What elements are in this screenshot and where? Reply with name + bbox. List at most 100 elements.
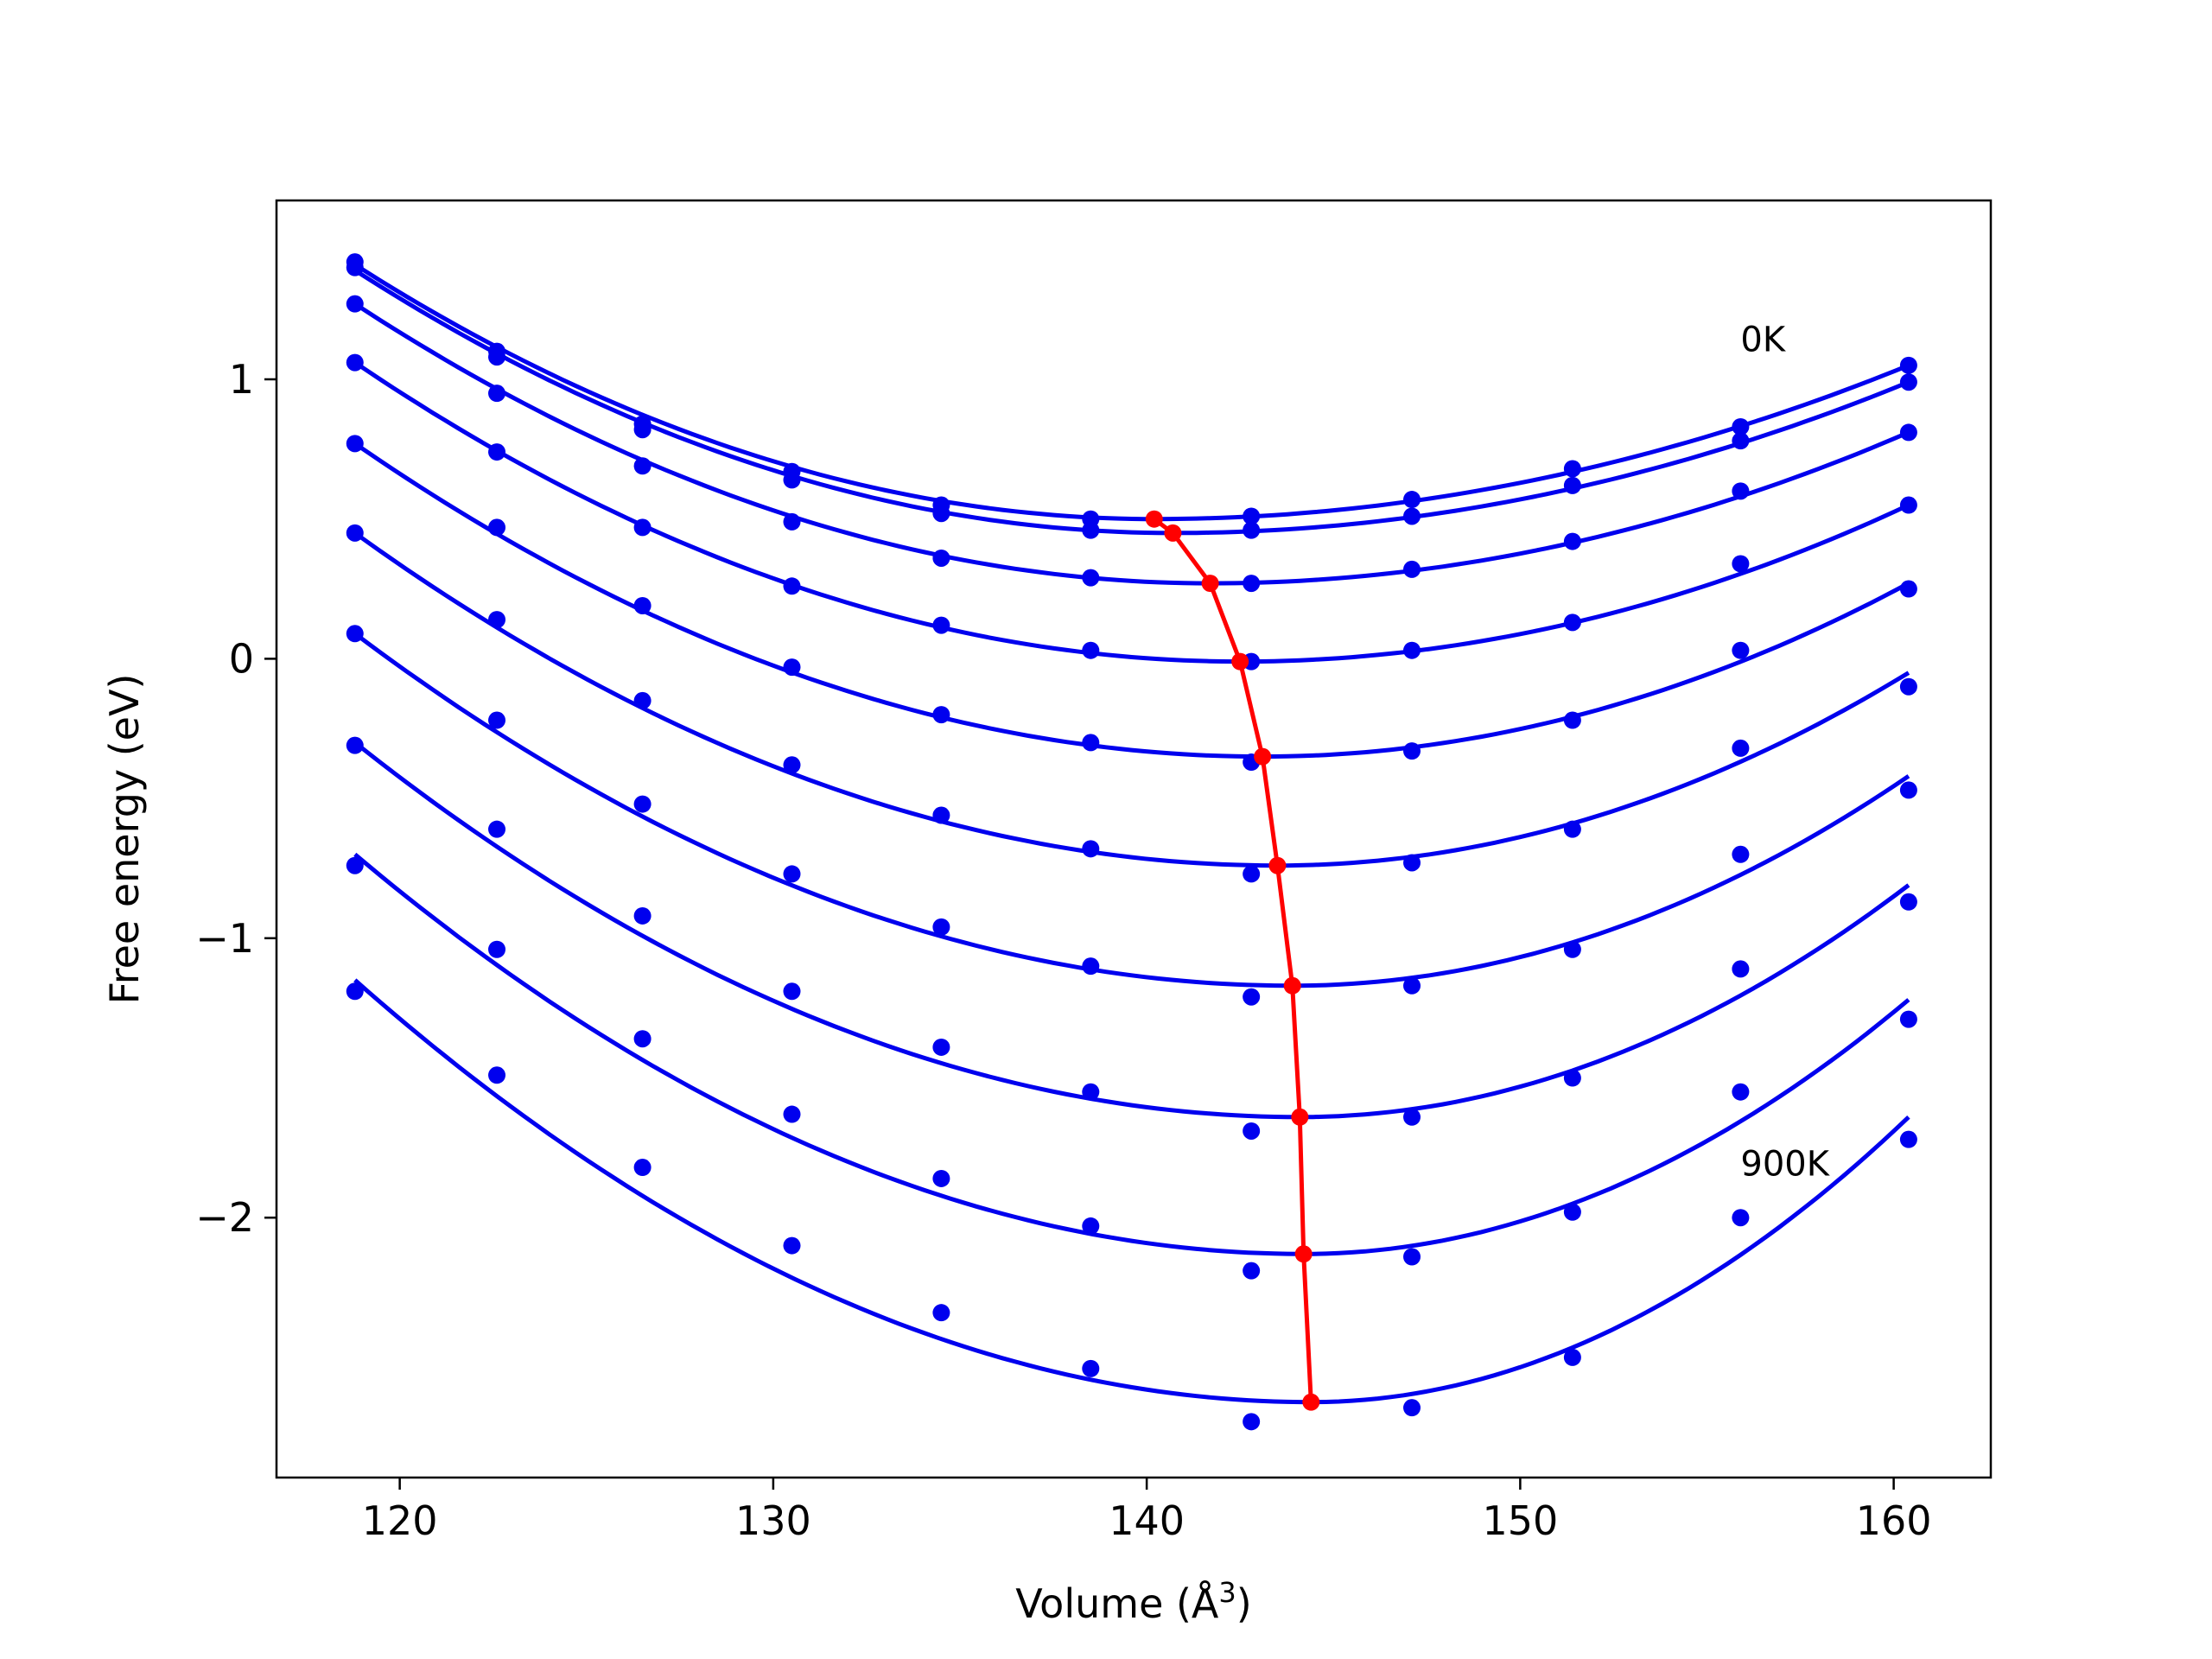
data-point-s3-p4: [932, 616, 950, 634]
y-tick-label-0: 0: [229, 635, 254, 682]
x-axis-label: Volume (Å3): [1015, 1576, 1251, 1627]
x-tick-label-140: 140: [1109, 1497, 1185, 1544]
data-point-s7-p8: [1563, 1069, 1581, 1087]
data-point-s2-p4: [932, 549, 950, 567]
minima-point-8: [1294, 1245, 1313, 1263]
data-point-s5-p10: [1899, 677, 1917, 696]
data-point-s8-p1: [488, 940, 506, 958]
data-point-s2-p3: [783, 512, 801, 531]
data-point-s8-p3: [783, 1105, 801, 1123]
data-point-s9-p6: [1243, 1413, 1261, 1431]
fit-curve-9: [353, 978, 1910, 1405]
data-point-s4-p0: [346, 435, 364, 453]
minima-point-9: [1302, 1393, 1320, 1411]
data-point-s4-p1: [488, 518, 506, 537]
x-tick-label-120: 120: [362, 1497, 438, 1544]
data-point-s9-p2: [633, 1159, 652, 1177]
data-point-s9-p5: [1082, 1359, 1100, 1377]
data-point-s0-p9: [1732, 417, 1750, 435]
data-point-s1-p1: [488, 348, 506, 366]
x-axis-label-superscript: 3: [1218, 1576, 1236, 1609]
data-point-s1-p2: [633, 421, 652, 439]
data-point-s3-p5: [1082, 641, 1100, 659]
data-point-s3-p0: [346, 353, 364, 372]
data-point-s2-p2: [633, 457, 652, 475]
data-point-s7-p10: [1899, 893, 1917, 911]
plot-frame: [275, 199, 1993, 1479]
y-axis-ticks: −2 −1 0 1: [195, 356, 276, 1241]
y-axis-label: Free energy (eV): [101, 674, 148, 1005]
data-point-s9-p8: [1563, 1348, 1581, 1366]
data-point-s2-p1: [488, 385, 506, 403]
data-point-s2-p0: [346, 295, 364, 313]
fit-curve-3: [353, 360, 1910, 664]
data-point-s6-p8: [1563, 940, 1581, 958]
data-point-s4-p8: [1563, 711, 1581, 729]
x-axis-label-close: ): [1236, 1580, 1252, 1627]
data-point-s2-p9: [1732, 482, 1750, 500]
data-point-s7-p7: [1403, 1108, 1421, 1126]
data-point-s6-p4: [932, 918, 950, 936]
data-point-s0-p8: [1563, 460, 1581, 478]
minima-point-7: [1291, 1108, 1309, 1126]
data-point-s4-p4: [932, 706, 950, 724]
data-point-s6-p2: [633, 795, 652, 813]
data-point-s7-p1: [488, 820, 506, 838]
x-tick-label-150: 150: [1482, 1497, 1558, 1544]
minima-line: [1153, 517, 1313, 1402]
data-point-s6-p10: [1899, 781, 1917, 799]
data-point-s7-p0: [346, 736, 364, 754]
data-point-s0-p10: [1899, 356, 1917, 374]
fit-curve-0: [353, 263, 1910, 522]
data-point-s0-p6: [1243, 507, 1261, 525]
data-point-s8-p5: [1082, 1217, 1100, 1235]
data-point-s6-p6: [1243, 988, 1261, 1006]
data-point-s6-p5: [1082, 957, 1100, 976]
x-tick-label-160: 160: [1856, 1497, 1932, 1544]
data-point-s2-p8: [1563, 532, 1581, 550]
data-point-s8-p10: [1899, 1010, 1917, 1028]
fit-curve-2: [353, 302, 1910, 586]
data-point-s9-p10: [1899, 1130, 1917, 1148]
data-point-s3-p8: [1563, 613, 1581, 632]
data-point-s3-p2: [633, 518, 652, 537]
data-point-s5-p1: [488, 611, 506, 629]
data-point-s6-p1: [488, 711, 506, 729]
annotation-0k: 0K: [1740, 321, 1786, 360]
x-tick-label-130: 130: [735, 1497, 811, 1544]
data-point-s1-p9: [1732, 432, 1750, 450]
minima-point-1: [1164, 524, 1182, 542]
y-tick-label-1: 1: [229, 356, 254, 403]
fit-curve-5: [353, 531, 1910, 868]
x-axis-ticks: 120 130 140 150 160: [362, 1478, 1932, 1544]
data-point-s7-p4: [932, 1038, 950, 1056]
data-point-s1-p10: [1899, 373, 1917, 391]
data-point-s4-p3: [783, 658, 801, 677]
fit-curve-6: [353, 632, 1910, 988]
data-point-s6-p7: [1403, 976, 1421, 995]
data-point-s9-p4: [932, 1304, 950, 1322]
data-point-s8-p0: [346, 856, 364, 874]
data-point-s9-p0: [346, 982, 364, 1001]
minima-point-2: [1201, 575, 1219, 593]
data-point-s9-p9: [1732, 1209, 1750, 1227]
data-point-s9-p7: [1403, 1399, 1421, 1417]
data-point-s1-p6: [1243, 521, 1261, 539]
data-point-s8-p9: [1732, 1083, 1750, 1101]
data-point-s1-p0: [346, 258, 364, 276]
data-point-s5-p2: [633, 691, 652, 709]
data-point-s1-p7: [1403, 507, 1421, 525]
data-point-s5-p6: [1243, 865, 1261, 883]
y-tick-label--1: −1: [195, 915, 254, 962]
data-point-s3-p10: [1899, 496, 1917, 514]
data-point-s6-p0: [346, 625, 364, 643]
data-point-s8-p7: [1403, 1248, 1421, 1266]
data-point-s4-p9: [1732, 641, 1750, 659]
data-point-s3-p3: [783, 577, 801, 595]
data-point-s5-p8: [1563, 820, 1581, 838]
data-point-s7-p6: [1243, 1122, 1261, 1140]
data-point-s5-p7: [1403, 854, 1421, 872]
annotation-900k: 900K: [1740, 1145, 1830, 1185]
minima-point-4: [1254, 747, 1272, 766]
